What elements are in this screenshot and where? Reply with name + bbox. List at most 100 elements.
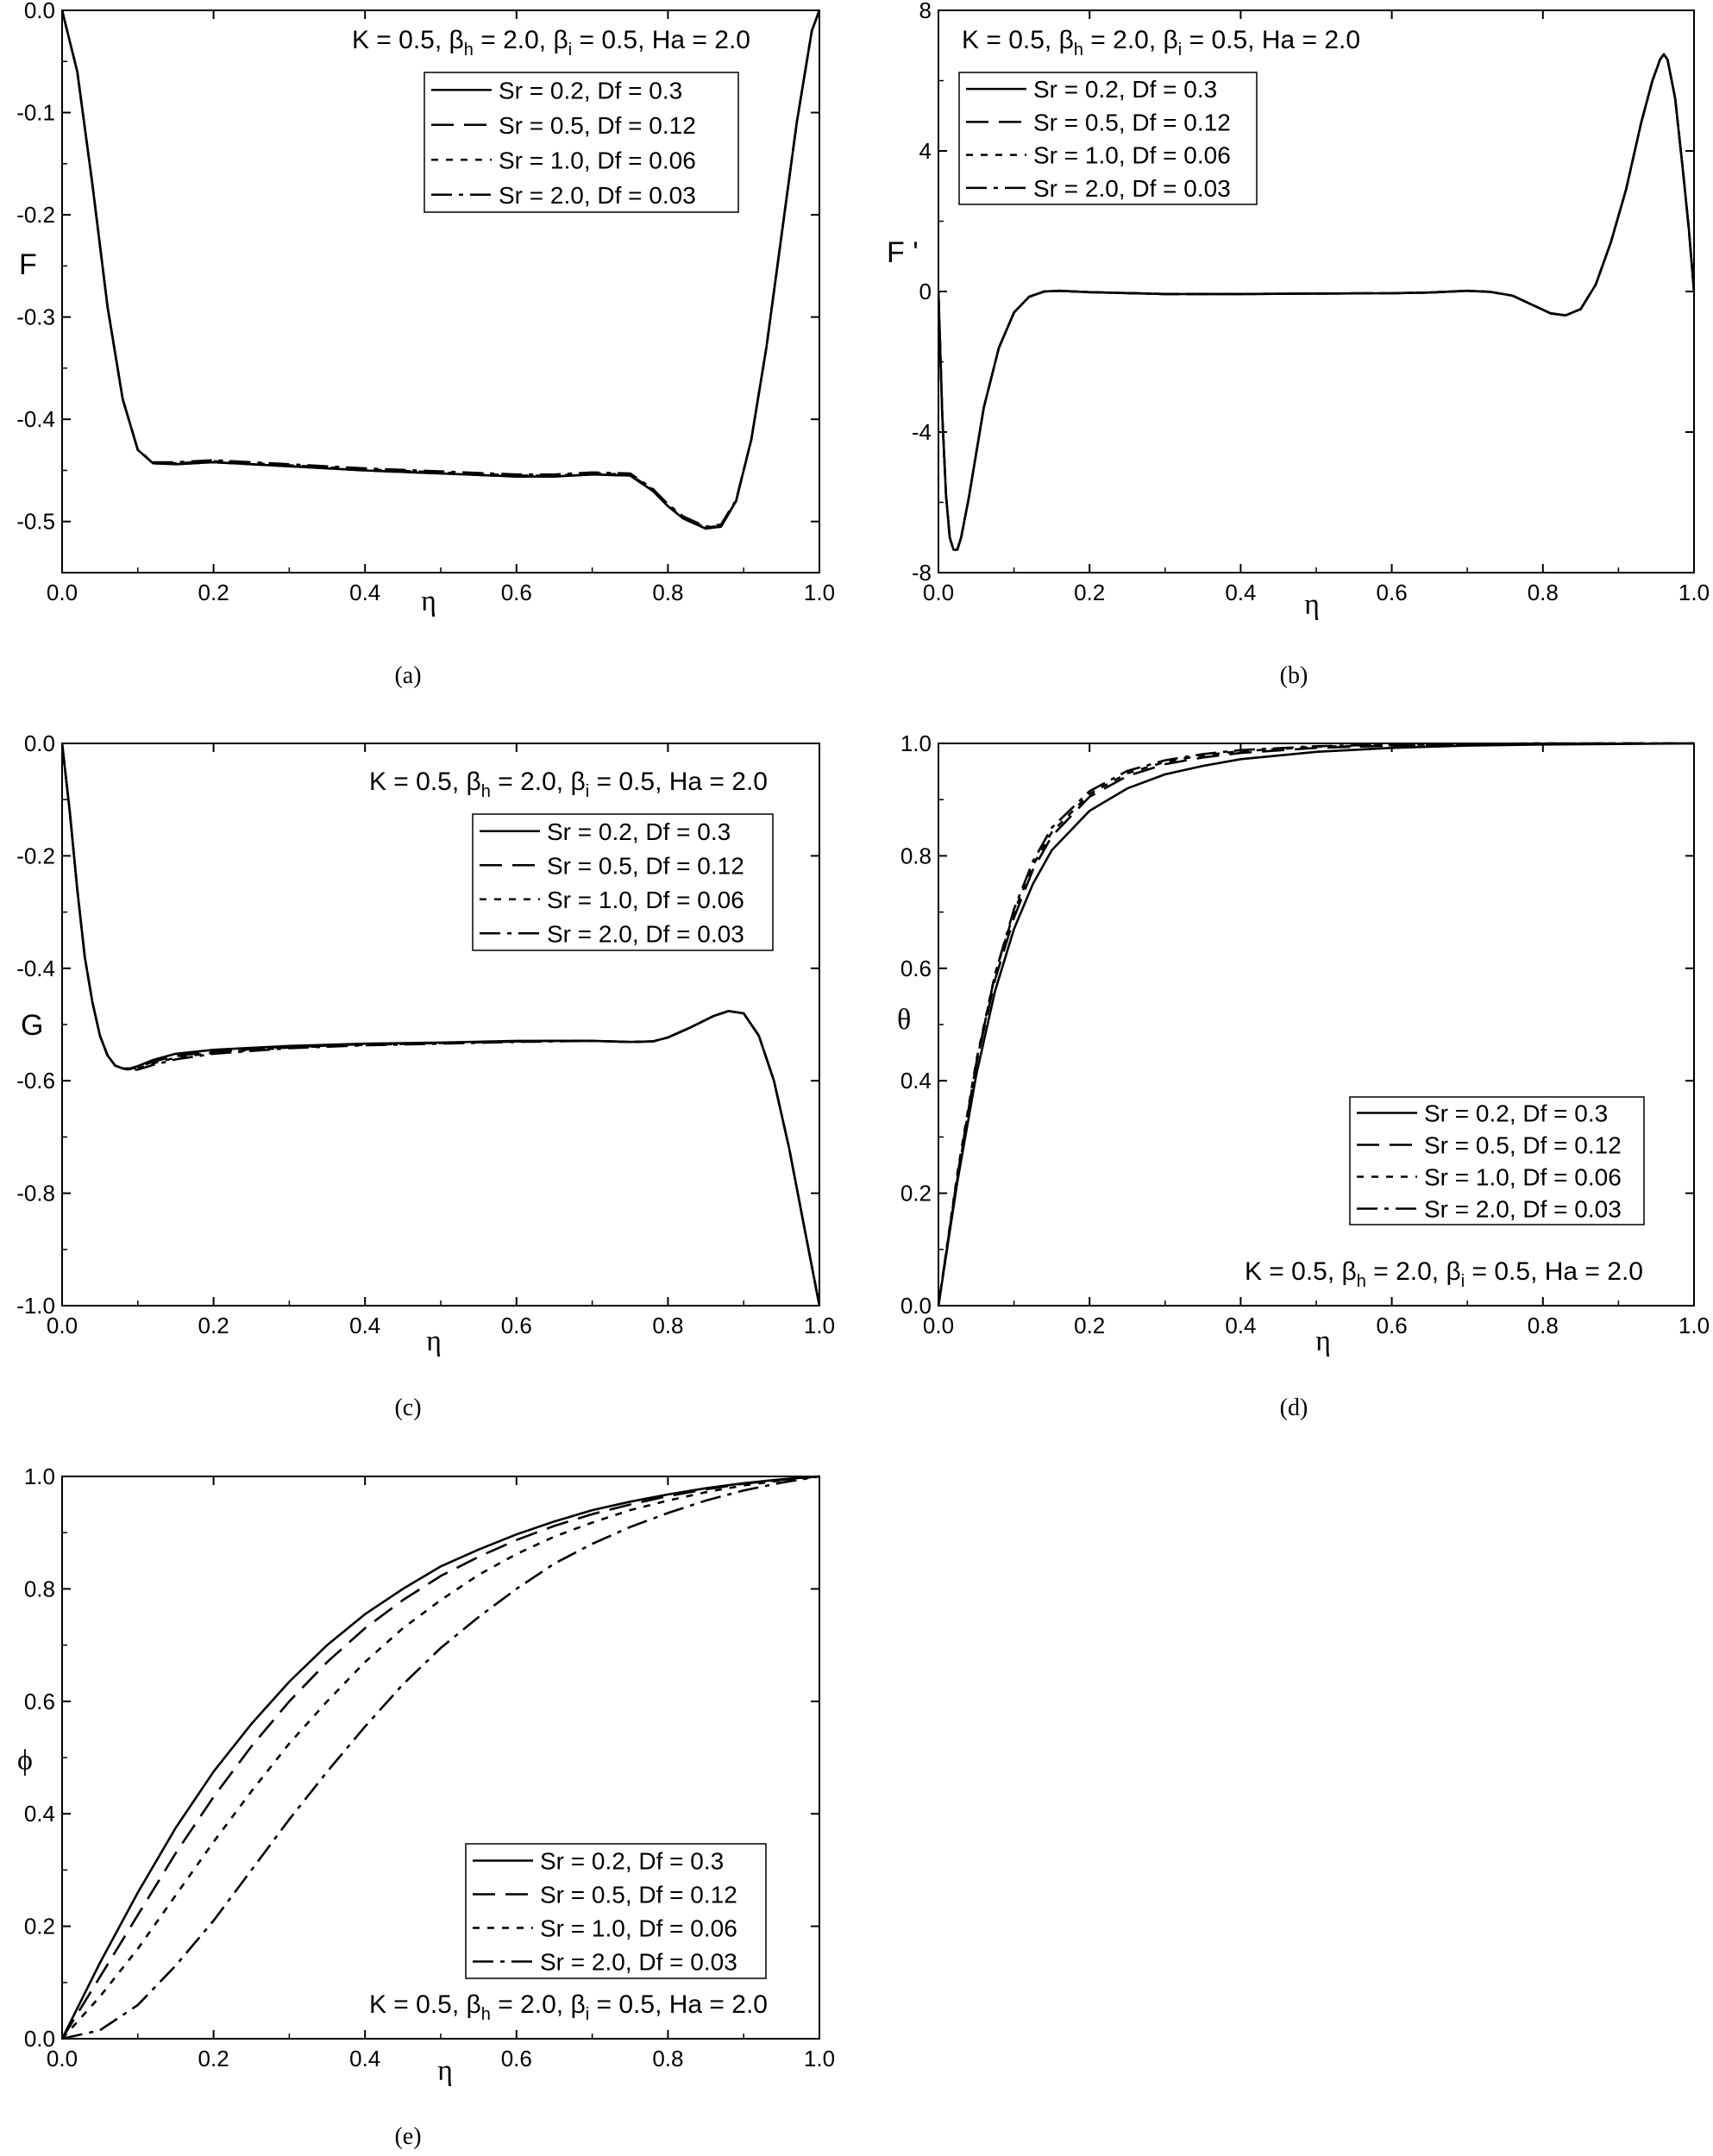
chart-panel-b: 0.0 0.2 0.4 0.6 0.8 1.0 8 4 0 -4 -8 F ' η (b) Sr = 0.2… <box>887 0 1710 689</box>
series-line-4 <box>938 53 1694 551</box>
x-tick-label: 0.8 <box>1528 1313 1559 1338</box>
x-tick-label: 0.2 <box>198 1313 229 1338</box>
legend: Sr = 0.2, Df = 0.3 Sr = 0.5, Df = 0.12 Sr … <box>958 72 1258 205</box>
x-tick-label: 0.2 <box>1074 1313 1105 1338</box>
x-axis-label: η <box>1315 1326 1331 1357</box>
parameter-annotation: K = 0.5, βh = 2.0, βi = 0.5, Ha = 2.0 <box>1245 1257 1643 1291</box>
x-axis-label: η <box>421 586 436 617</box>
x-tick-label: 0.0 <box>923 1313 954 1338</box>
y-tick-label: 0.6 <box>24 1689 55 1714</box>
legend: Sr = 0.2, Df = 0.3 Sr = 0.5, Df = 0.12 Sr … <box>1349 1096 1645 1225</box>
x-axis-label: η <box>1304 589 1320 621</box>
y-tick-label: 0 <box>919 279 932 304</box>
x-tick-label: 0.6 <box>1377 1313 1408 1338</box>
y-tick-label: 0.8 <box>900 843 932 868</box>
y-tick-label: -0.2 <box>16 843 55 868</box>
y-tick-label: -0.4 <box>16 406 55 432</box>
x-tick-label: 1.0 <box>804 1313 835 1338</box>
y-tick-label: 0.4 <box>900 1068 932 1094</box>
series-line-3 <box>62 9 819 530</box>
y-tick-label: -0.6 <box>16 1068 55 1094</box>
x-tick-label: 0.4 <box>349 580 380 605</box>
x-tick-label: 0.2 <box>1074 580 1105 605</box>
chart-panel-a: 0.0 0.2 0.4 0.6 0.8 1.0 0.0 -0.1 -0.2 -0.3 -0.4 -0.… <box>16 0 835 689</box>
y-axis-label: θ <box>897 1004 911 1036</box>
parameter-part: = 2.0, β <box>474 26 568 54</box>
parameter-part: = 2.0, β <box>1366 1257 1461 1286</box>
legend-box <box>1349 1096 1645 1225</box>
parameter-part: = 2.0, β <box>491 1990 586 2019</box>
y-axis-label: F ' <box>887 236 919 269</box>
parameter-part: i <box>586 782 589 801</box>
y-tick-label: 0.8 <box>24 1576 55 1601</box>
legend: Sr = 0.2, Df = 0.3 Sr = 0.5, Df = 0.12 Sr … <box>465 1843 767 1979</box>
y-tick-label: 0.0 <box>900 1293 932 1319</box>
legend: Sr = 0.2, Df = 0.3 Sr = 0.5, Df = 0.12 Sr … <box>424 72 739 213</box>
parameter-part: = 0.5, Ha = 2.0 <box>1465 1257 1643 1286</box>
y-tick-label: -1.0 <box>16 1293 55 1319</box>
legend-entry-4: Sr = 2.0, Df = 0.03 <box>540 1949 737 1976</box>
y-axis-label: ϕ <box>17 1745 33 1777</box>
x-tick-label: 0.4 <box>349 1313 380 1338</box>
parameter-part: h <box>1357 1272 1366 1291</box>
legend-entry-3: Sr = 1.0, Df = 0.06 <box>1424 1164 1622 1191</box>
x-tick-label: 0.6 <box>501 1313 532 1338</box>
x-tick-label: 0.8 <box>652 1313 683 1338</box>
series-line-4 <box>62 1475 819 2040</box>
y-axis-label: F <box>19 248 37 281</box>
x-axis-label: η <box>437 2055 453 2087</box>
legend-entry-1: Sr = 0.2, Df = 0.3 <box>547 818 731 845</box>
parameter-part: i <box>568 41 572 60</box>
parameter-part: i <box>1461 1272 1465 1291</box>
x-tick-label: 1.0 <box>1678 1313 1710 1338</box>
y-axis-label: G <box>21 1009 43 1042</box>
legend-box <box>424 72 739 213</box>
chart-panel-c: 0.0 0.2 0.4 0.6 0.8 1.0 0.0 -0.2 -0.4 -0.6 -0.8 -1.… <box>16 730 835 1421</box>
x-tick-label: 0.6 <box>1377 580 1408 605</box>
x-tick-label: 0.0 <box>47 580 78 605</box>
parameter-annotation: K = 0.5, βh = 2.0, βi = 0.5, Ha = 2.0 <box>369 768 768 801</box>
parameter-part: K = 0.5, β <box>962 26 1074 54</box>
legend-entry-2: Sr = 0.5, Df = 0.12 <box>1424 1132 1622 1159</box>
y-tick-label: 0.0 <box>24 0 55 23</box>
parameter-part: K = 0.5, β <box>1245 1257 1357 1286</box>
parameter-part: K = 0.5, β <box>369 768 481 796</box>
x-tick-label: 0.8 <box>652 580 683 605</box>
y-tick-label: -4 <box>912 419 932 445</box>
parameter-part: i <box>586 2005 589 2024</box>
parameter-part: h <box>481 782 491 801</box>
series-line-1 <box>62 1475 819 2040</box>
parameter-part: K = 0.5, β <box>369 1990 481 2019</box>
panel-caption: (d) <box>1280 1395 1308 1421</box>
parameter-annotation: K = 0.5, βh = 2.0, βi = 0.5, Ha = 2.0 <box>962 26 1360 60</box>
legend-entry-3: Sr = 1.0, Df = 0.06 <box>1033 142 1231 169</box>
legend-entry-2: Sr = 0.5, Df = 0.12 <box>547 852 744 879</box>
parameter-part: = 2.0, β <box>491 768 586 796</box>
parameter-part: = 0.5, Ha = 2.0 <box>572 26 750 54</box>
y-tick-label: 8 <box>919 0 932 23</box>
parameter-annotation: K = 0.5, βh = 2.0, βi = 0.5, Ha = 2.0 <box>369 1990 768 2024</box>
y-tick-label: 0.0 <box>24 2026 55 2052</box>
parameter-part: h <box>1074 41 1083 60</box>
y-tick-label: 1.0 <box>24 1463 55 1489</box>
x-tick-label: 0.4 <box>1225 580 1256 605</box>
parameter-part: h <box>464 41 474 60</box>
y-tick-label: -0.3 <box>16 304 55 330</box>
y-tick-label: -0.4 <box>16 956 55 981</box>
legend-entry-1: Sr = 0.2, Df = 0.3 <box>540 1848 724 1875</box>
x-tick-label: 0.6 <box>501 2046 532 2071</box>
legend-entry-4: Sr = 2.0, Df = 0.03 <box>547 920 744 947</box>
chart-panel-e: 0.0 0.2 0.4 0.6 0.8 1.0 0.0 0.2 0.4 0.6 0.8 1.0 ϕ η (e… <box>17 1463 835 2150</box>
x-tick-label: 1.0 <box>1678 580 1710 605</box>
y-tick-label: 0.2 <box>900 1181 932 1206</box>
legend-box <box>958 72 1258 205</box>
parameter-part: h <box>481 2005 491 2024</box>
series-line-2 <box>62 1475 819 2040</box>
y-tick-label: -0.8 <box>16 1181 55 1206</box>
parameter-part: i <box>1178 41 1182 60</box>
chart-panel-d: 0.0 0.2 0.4 0.6 0.8 1.0 0.0 0.2 0.4 0.6 0.8 1.0 θ η (d… <box>897 730 1710 1421</box>
x-tick-label: 0.0 <box>47 1313 78 1338</box>
x-tick-label: 0.4 <box>349 2046 380 2071</box>
